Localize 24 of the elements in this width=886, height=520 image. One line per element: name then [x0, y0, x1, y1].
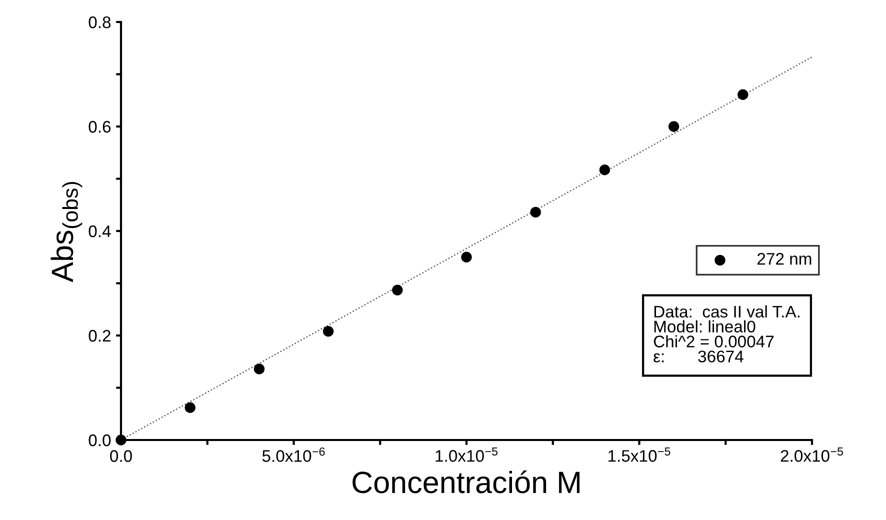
point	[599, 164, 610, 176]
x-tick-label: 1.0x10$^{−5}$	[436, 447, 498, 462]
y-tick-label: 0.6	[88, 120, 111, 133]
point	[668, 121, 680, 132]
x-tick-label: 1.5x10$^{−5}$	[608, 447, 670, 462]
x-tick-label: 5.0x10$^{−6}$	[262, 447, 325, 462]
legend-label: 272 nm	[757, 252, 812, 265]
point	[530, 206, 541, 218]
point	[738, 89, 748, 100]
point	[461, 252, 472, 262]
y-axis-title: Abs$_{(obs)}$	[50, 182, 82, 282]
y-tick-label: 0.2	[88, 330, 110, 342]
x-tick-label: 2.0x10$^{−5}$	[780, 447, 844, 462]
y-tick-label: 0.4	[88, 225, 111, 238]
point	[116, 434, 126, 446]
annotation: Data: cas II val T.A. Model: lineal0 Chi^2 = 0.00047 ε: 36674	[654, 305, 800, 362]
x-tick-label: 0.0	[110, 450, 132, 462]
x-axis-title: Concentración M	[352, 470, 580, 494]
point	[322, 326, 334, 337]
point	[184, 402, 196, 413]
y-tick-label: 0.0	[88, 434, 111, 446]
y-tick-label: 0.8	[88, 16, 111, 28]
point	[254, 364, 265, 374]
point	[392, 284, 403, 296]
